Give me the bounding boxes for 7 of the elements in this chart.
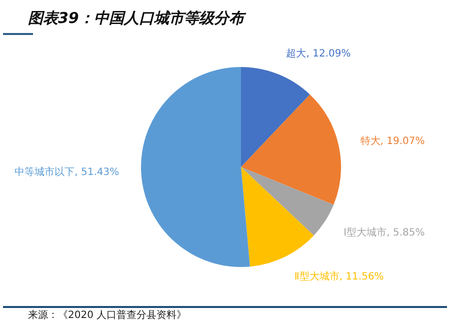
source-note: 来源：《2020 人口普查分县资料》: [28, 308, 187, 320]
slice-label: Ⅰ型大城市, 5.85%: [344, 226, 425, 239]
slice-label: 超大, 12.09%: [286, 47, 351, 60]
slice-label: 特大, 19.07%: [360, 134, 425, 147]
chart-title: 图表39：中国人口城市等级分布: [28, 9, 244, 28]
slice-label: 中等城市以下, 51.43%: [14, 166, 120, 178]
slice-label: Ⅱ型大城市, 11.56%: [294, 270, 384, 282]
